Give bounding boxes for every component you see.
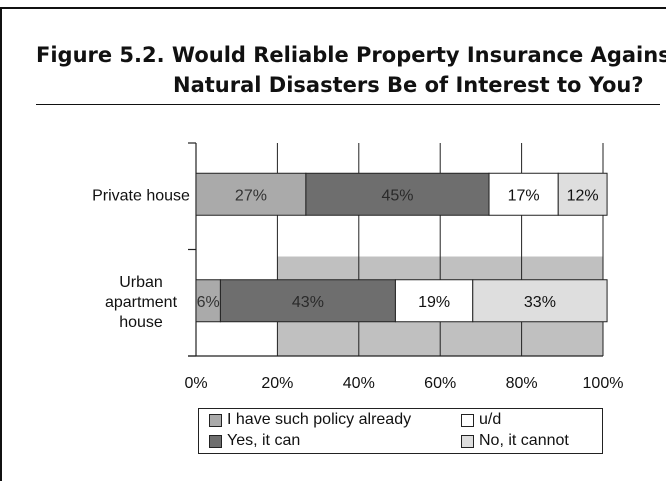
frame-top-border <box>0 7 666 9</box>
legend-swatch-no-it-cannot <box>461 434 474 448</box>
legend-label-no-it-cannot: No, it cannot <box>479 432 569 449</box>
category-label-0-line-0: Private house <box>92 187 190 204</box>
bar-label-0-series-1: 45% <box>381 187 413 204</box>
bar-label-1-series-0: 6% <box>197 294 220 311</box>
bar-label-1-series-2: 19% <box>418 294 450 311</box>
bar-1-series-3 <box>472 279 608 323</box>
legend-label-yes-it-can: Yes, it can <box>227 432 301 449</box>
legend-item-policy-already: I have such policy already <box>209 411 411 429</box>
bar-label-0-series-3: 12% <box>567 187 599 204</box>
bar-0-series-0 <box>195 172 307 216</box>
legend-item-yes-it-can: Yes, it can <box>209 432 300 450</box>
title-rule <box>36 104 660 105</box>
bar-0-series-1 <box>305 172 490 216</box>
frame-left-border <box>0 7 2 481</box>
legend-label-ud: u/d <box>479 411 502 428</box>
bar-label-1-series-1: 43% <box>292 294 324 311</box>
legend-item-no-it-cannot: No, it cannot <box>461 432 569 450</box>
legend-swatch-ud <box>461 413 474 427</box>
x-tick-label-0: 0% <box>184 375 207 392</box>
chart-legend: I have such policy already u/d Yes, it c… <box>198 408 603 454</box>
category-label-1-line-1: apartment <box>105 294 178 311</box>
bar-0-series-2 <box>488 172 559 216</box>
x-tick-label-80: 80% <box>506 375 538 392</box>
x-tick-label-60: 60% <box>424 375 456 392</box>
figure-title-line-2: Natural Disasters Be of Interest to You? <box>173 73 644 97</box>
bar-label-1-series-3: 33% <box>524 294 556 311</box>
x-tick-label-40: 40% <box>343 375 375 392</box>
legend-swatch-yes-it-can <box>209 434 222 448</box>
bar-label-0-series-2: 17% <box>508 187 540 204</box>
bar-1-series-1 <box>219 279 396 323</box>
category-label-1-line-2: house <box>119 314 163 331</box>
legend-label-policy-already: I have such policy already <box>227 411 412 428</box>
figure-title: Figure 5.2. Would Reliable Property Insu… <box>36 40 666 100</box>
legend-item-ud: u/d <box>461 411 501 429</box>
legend-swatch-policy-already <box>209 413 222 427</box>
bar-label-0-series-0: 27% <box>235 187 267 204</box>
category-label-1-line-0: Urban <box>119 274 163 291</box>
x-tick-label-100: 100% <box>583 375 624 392</box>
figure-title-line-1: Figure 5.2. Would Reliable Property Insu… <box>36 43 666 67</box>
x-tick-label-20: 20% <box>261 375 293 392</box>
bar-0-series-3 <box>557 172 608 216</box>
